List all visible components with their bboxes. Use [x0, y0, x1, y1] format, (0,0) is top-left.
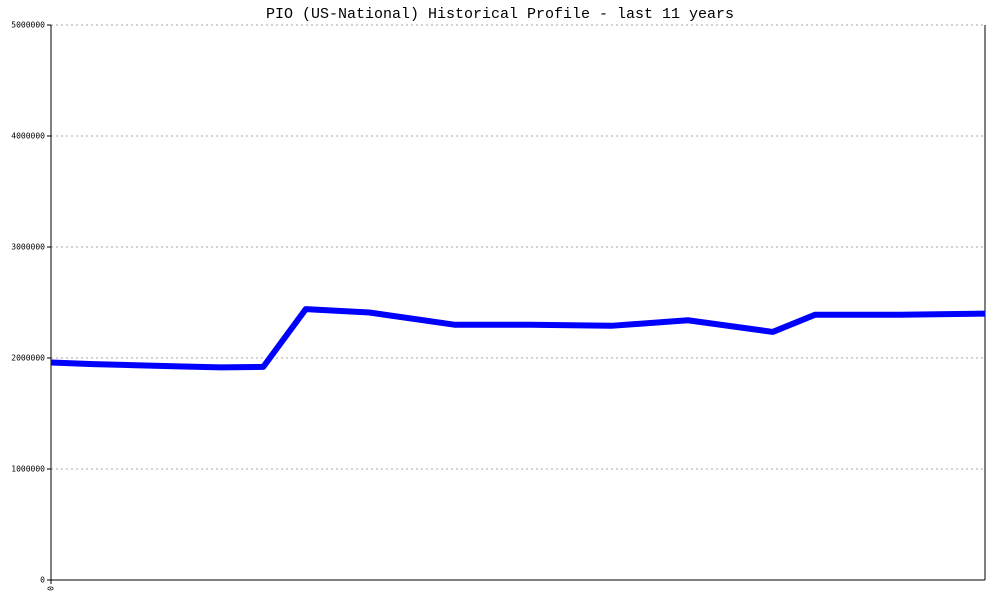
- y-tick-label: 2000000: [11, 354, 45, 363]
- y-tick-label: 3000000: [11, 243, 45, 252]
- y-tick-label: 1000000: [11, 465, 45, 474]
- line-series: [50, 306, 986, 371]
- chart-title: PIO (US-National) Historical Profile - l…: [266, 6, 734, 23]
- y-tick-label: 0: [40, 576, 45, 585]
- x-tick-label: 0: [47, 586, 56, 591]
- y-tick-label: 4000000: [11, 132, 45, 141]
- y-tick-label: 5000000: [11, 21, 45, 30]
